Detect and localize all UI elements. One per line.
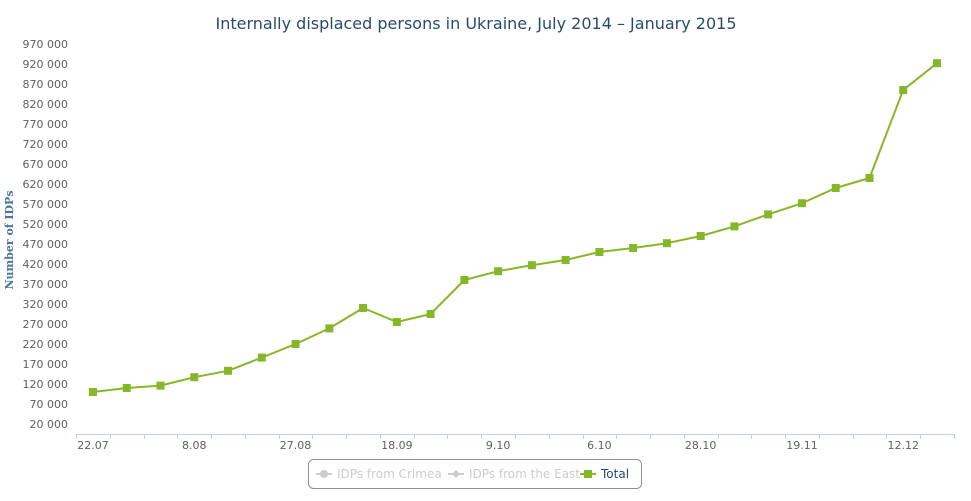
y-tick-label: 520 000: [23, 218, 69, 231]
legend-marker-square: [584, 470, 592, 478]
data-point: [392, 318, 401, 326]
y-tick-label: 870 000: [23, 78, 69, 91]
data-point: [190, 373, 199, 382]
y-tick-label: 20 000: [30, 418, 69, 431]
y-tick-label: 120 000: [23, 378, 69, 391]
data-point: [865, 174, 874, 182]
y-tick-label: 670 000: [23, 158, 69, 171]
data-point: [494, 267, 503, 276]
y-tick-label: 920 000: [23, 58, 69, 71]
data-point: [426, 310, 435, 318]
data-point: [122, 384, 131, 392]
y-tick-label: 270 000: [23, 318, 69, 331]
y-axis-ticks: 20 000 70 000 120 000 170 000 220 000 270 000…: [23, 38, 69, 431]
y-tick-label: 970 000: [23, 38, 69, 51]
x-axis-ticks: 22.07 8.08 27.08 18.09 9.10 6.10 28.10 19.11 12.…: [76, 434, 955, 452]
legend-label: Total: [600, 467, 629, 481]
data-point: [730, 222, 739, 231]
legend-marker-circle: [320, 470, 328, 478]
data-point: [899, 86, 908, 94]
legend-marker-diamond: [452, 470, 460, 478]
x-tick-label: 18.09: [381, 439, 413, 452]
y-axis-title: Number of IDPs: [3, 190, 16, 289]
y-tick-label: 170 000: [23, 358, 69, 371]
data-point: [561, 256, 570, 264]
x-tick-label: 19.11: [786, 439, 818, 452]
data-point: [359, 304, 368, 312]
data-point: [257, 353, 266, 362]
y-tick-label: 220 000: [23, 338, 69, 351]
series-layer: [89, 59, 941, 396]
x-tick-label: 8.08: [182, 439, 207, 452]
data-point: [224, 366, 233, 375]
y-tick-label: 570 000: [23, 198, 69, 211]
data-point: [662, 239, 671, 248]
x-tick-label: 12.12: [887, 439, 919, 452]
series-line-total: [92, 62, 938, 393]
data-point: [933, 59, 941, 68]
x-tick-label: 9.10: [486, 439, 511, 452]
y-tick-label: 720 000: [23, 138, 69, 151]
data-point: [325, 324, 334, 333]
data-point: [696, 232, 705, 240]
y-tick-label: 70 000: [30, 398, 69, 411]
x-tick-label: 28.10: [685, 439, 717, 452]
data-point: [797, 199, 806, 208]
legend-label: IDPs from the East: [469, 467, 580, 481]
legend-box: [308, 459, 642, 489]
data-point: [764, 210, 773, 219]
y-tick-label: 370 000: [23, 278, 69, 291]
data-point: [595, 248, 604, 256]
x-tick-label: 6.10: [587, 439, 612, 452]
x-tick-label: 22.07: [77, 439, 109, 452]
data-point: [527, 261, 536, 270]
data-point: [291, 340, 300, 348]
y-tick-label: 820 000: [23, 98, 69, 111]
y-tick-label: 420 000: [23, 258, 69, 271]
legend-label: IDPs from Crimea: [337, 467, 442, 481]
y-tick-label: 620 000: [23, 178, 69, 191]
y-tick-label: 770 000: [23, 118, 69, 131]
x-tick-label: 27.08: [280, 439, 312, 452]
data-point: [89, 388, 97, 396]
data-point: [460, 276, 469, 284]
y-tick-label: 320 000: [23, 298, 69, 311]
data-point: [156, 381, 165, 390]
y-tick-label: 470 000: [23, 238, 69, 251]
data-point: [831, 184, 840, 192]
chart-title: Internally displaced persons in Ukraine,…: [216, 14, 737, 33]
legend: IDPs from Crimea IDPs from the East Total: [308, 459, 642, 489]
data-point: [629, 244, 638, 252]
